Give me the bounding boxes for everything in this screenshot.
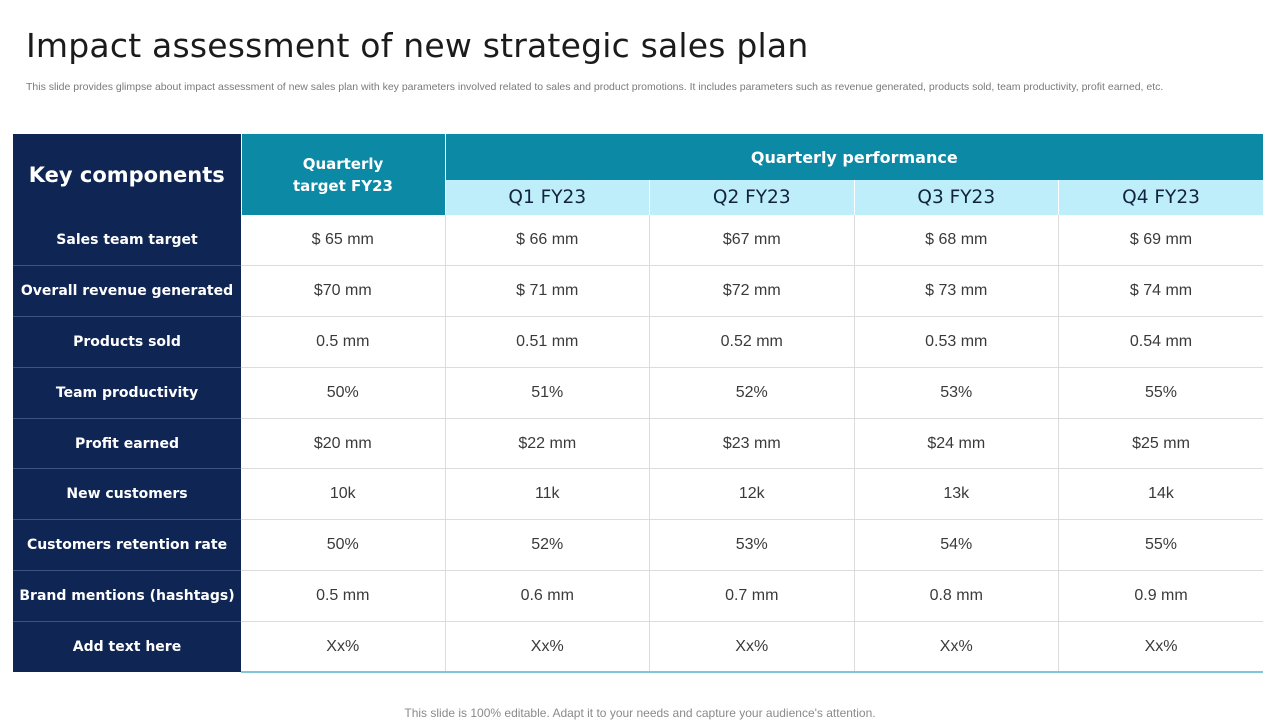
footer-note: This slide is 100% editable. Adapt it to… bbox=[404, 706, 876, 720]
target-cell: 50% bbox=[241, 367, 446, 419]
header-q2: Q2 FY23 bbox=[649, 180, 855, 215]
header-q3: Q3 FY23 bbox=[854, 180, 1059, 215]
target-cell: 50% bbox=[241, 519, 446, 572]
q4-cell: 0.9 mm bbox=[1058, 570, 1264, 622]
row-label: Add text here bbox=[13, 621, 241, 673]
q4-cell: $ 74 mm bbox=[1058, 265, 1264, 318]
q3-cell: 0.53 mm bbox=[854, 316, 1059, 368]
row-label: Products sold bbox=[13, 316, 241, 368]
target-cell: 0.5 mm bbox=[241, 316, 446, 368]
q2-cell: $67 mm bbox=[649, 215, 855, 267]
q1-cell: $ 66 mm bbox=[445, 215, 650, 267]
q1-cell: Xx% bbox=[445, 621, 650, 674]
q1-cell: 52% bbox=[445, 519, 650, 572]
header-q1: Q1 FY23 bbox=[445, 180, 650, 215]
q4-cell: $ 69 mm bbox=[1058, 215, 1264, 267]
q2-cell: 12k bbox=[649, 468, 855, 521]
target-cell: Xx% bbox=[241, 621, 446, 674]
q3-cell: 53% bbox=[854, 367, 1059, 419]
q2-cell: $23 mm bbox=[649, 418, 855, 470]
target-cell: 0.5 mm bbox=[241, 570, 446, 622]
q4-cell: 14k bbox=[1058, 468, 1264, 521]
q4-cell: 55% bbox=[1058, 519, 1264, 572]
header-target-line2: target FY23 bbox=[293, 176, 393, 195]
header-quarterly-target: Quarterly target FY23 bbox=[241, 134, 446, 215]
row-label: New customers bbox=[13, 468, 241, 521]
q1-cell: 0.6 mm bbox=[445, 570, 650, 622]
table-row: Sales team target $ 65 mm $ 66 mm $67 mm… bbox=[13, 215, 1264, 267]
table-row: Add text here Xx% Xx% Xx% Xx% Xx% bbox=[13, 621, 1264, 674]
table-row: Team productivity 50% 51% 52% 53% 55% bbox=[13, 367, 1264, 419]
q4-cell: Xx% bbox=[1058, 621, 1264, 674]
q3-cell: 54% bbox=[854, 519, 1059, 572]
row-label: Customers retention rate bbox=[13, 519, 241, 572]
row-label: Profit earned bbox=[13, 418, 241, 470]
q2-cell: 0.52 mm bbox=[649, 316, 855, 368]
q3-cell: 13k bbox=[854, 468, 1059, 521]
table-row: Overall revenue generated $70 mm $ 71 mm… bbox=[13, 265, 1264, 318]
page-subtitle: This slide provides glimpse about impact… bbox=[26, 81, 1164, 93]
header-key-components: Key components bbox=[13, 134, 242, 215]
table-row: Products sold 0.5 mm 0.51 mm 0.52 mm 0.5… bbox=[13, 316, 1264, 368]
q2-cell: 0.7 mm bbox=[649, 570, 855, 622]
q4-cell: $25 mm bbox=[1058, 418, 1264, 470]
q2-cell: 52% bbox=[649, 367, 855, 419]
row-label: Overall revenue generated bbox=[13, 265, 241, 318]
target-cell: 10k bbox=[241, 468, 446, 521]
target-cell: $70 mm bbox=[241, 265, 446, 318]
header-q4: Q4 FY23 bbox=[1058, 180, 1264, 215]
table-row: Customers retention rate 50% 52% 53% 54%… bbox=[13, 519, 1264, 572]
q1-cell: 11k bbox=[445, 468, 650, 521]
q3-cell: 0.8 mm bbox=[854, 570, 1059, 622]
header-target-line1: Quarterly bbox=[302, 154, 384, 173]
q1-cell: 0.51 mm bbox=[445, 316, 650, 368]
row-label: Team productivity bbox=[13, 367, 241, 419]
q3-cell: Xx% bbox=[854, 621, 1059, 674]
q3-cell: $ 73 mm bbox=[854, 265, 1059, 318]
table-row: Profit earned $20 mm $22 mm $23 mm $24 m… bbox=[13, 418, 1264, 470]
q4-cell: 0.54 mm bbox=[1058, 316, 1264, 368]
q3-cell: $24 mm bbox=[854, 418, 1059, 470]
q4-cell: 55% bbox=[1058, 367, 1264, 419]
target-cell: $ 65 mm bbox=[241, 215, 446, 267]
target-cell: $20 mm bbox=[241, 418, 446, 470]
header-quarterly-performance: Quarterly performance bbox=[445, 134, 1264, 180]
q2-cell: Xx% bbox=[649, 621, 855, 674]
q2-cell: 53% bbox=[649, 519, 855, 572]
row-label: Sales team target bbox=[13, 215, 241, 267]
q1-cell: $ 71 mm bbox=[445, 265, 650, 318]
page-title: Impact assessment of new strategic sales… bbox=[26, 26, 809, 65]
table-row: Brand mentions (hashtags) 0.5 mm 0.6 mm … bbox=[13, 570, 1264, 622]
q3-cell: $ 68 mm bbox=[854, 215, 1059, 267]
impact-table: Key components Quarterly target FY23 Qua… bbox=[13, 134, 1264, 674]
q1-cell: 51% bbox=[445, 367, 650, 419]
q2-cell: $72 mm bbox=[649, 265, 855, 318]
q1-cell: $22 mm bbox=[445, 418, 650, 470]
row-label: Brand mentions (hashtags) bbox=[13, 570, 241, 622]
table-row: New customers 10k 11k 12k 13k 14k bbox=[13, 468, 1264, 521]
